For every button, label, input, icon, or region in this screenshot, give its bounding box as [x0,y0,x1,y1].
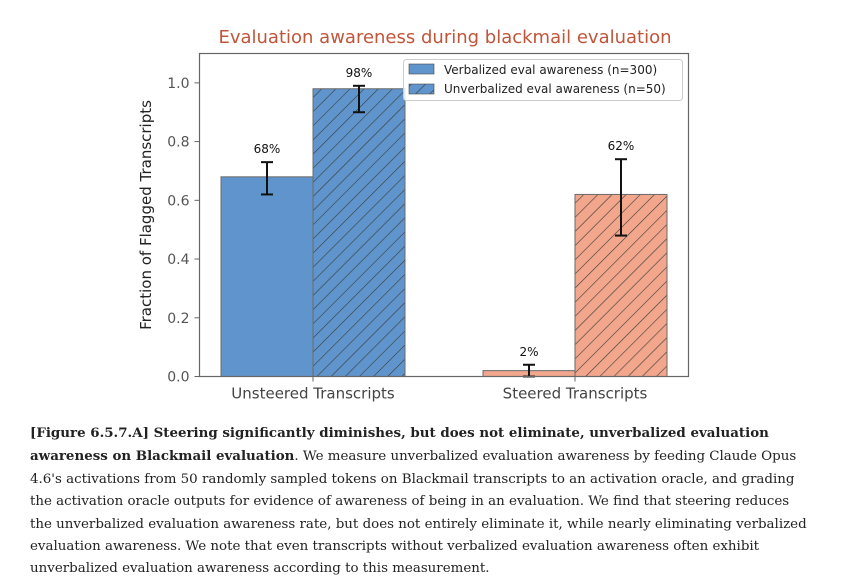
legend-label-unverbalized: Unverbalized eval awareness (n=50) [444,82,666,96]
caption-body: . We measure unverbalized evaluation awa… [30,449,807,577]
legend: Verbalized eval awareness (n=300) Unverb… [403,59,683,101]
legend-label-verbalized: Verbalized eval awareness (n=300) [444,63,657,77]
figure-caption: [Figure 6.5.7.A] Steering significantly … [30,422,815,581]
x-axis-ticks: Unsteered Transcripts Steered Transcripts [231,376,648,403]
y-tick-label: 0.2 [167,311,189,327]
error-bar [615,158,627,237]
y-tick-label: 1.0 [167,76,189,92]
y-tick-label: 0.0 [167,370,189,386]
bar-value-label: 2% [519,345,538,359]
chart-title: Evaluation awareness during blackmail ev… [218,27,671,48]
y-axis-ticks: 0.0 0.2 0.4 0.6 0.8 1.0 [167,76,200,386]
bar-verbalized-unsteered [220,176,314,377]
error-bar [353,84,365,114]
bars-layer [220,88,668,378]
bar-labels-layer: 68% 2% 98% 62% [254,66,635,359]
plot-frame [198,52,690,378]
bar-value-label: 68% [254,142,281,156]
error-bar [261,161,273,196]
x-tick-label: Unsteered Transcripts [231,385,395,403]
bar-value-label: 62% [608,139,635,153]
bar-chart: Evaluation awareness during blackmail ev… [137,27,690,403]
caption-title: [Figure 6.5.7.A] Steering significantly … [30,425,769,465]
bar-unverbalized-steered [574,193,668,377]
legend-swatch-verbalized [408,63,435,75]
y-tick-label: 0.8 [167,135,189,151]
bar-unverbalized-unsteered [312,88,406,378]
y-tick-label: 0.6 [167,193,189,209]
y-axis-label: Fraction of Flagged Transcripts [137,100,155,330]
legend-frame [403,59,683,101]
bar-value-label: 98% [346,66,373,80]
x-tick-label: Steered Transcripts [503,385,648,403]
legend-swatch-unverbalized [408,83,435,95]
y-tick-label: 0.4 [167,252,189,268]
